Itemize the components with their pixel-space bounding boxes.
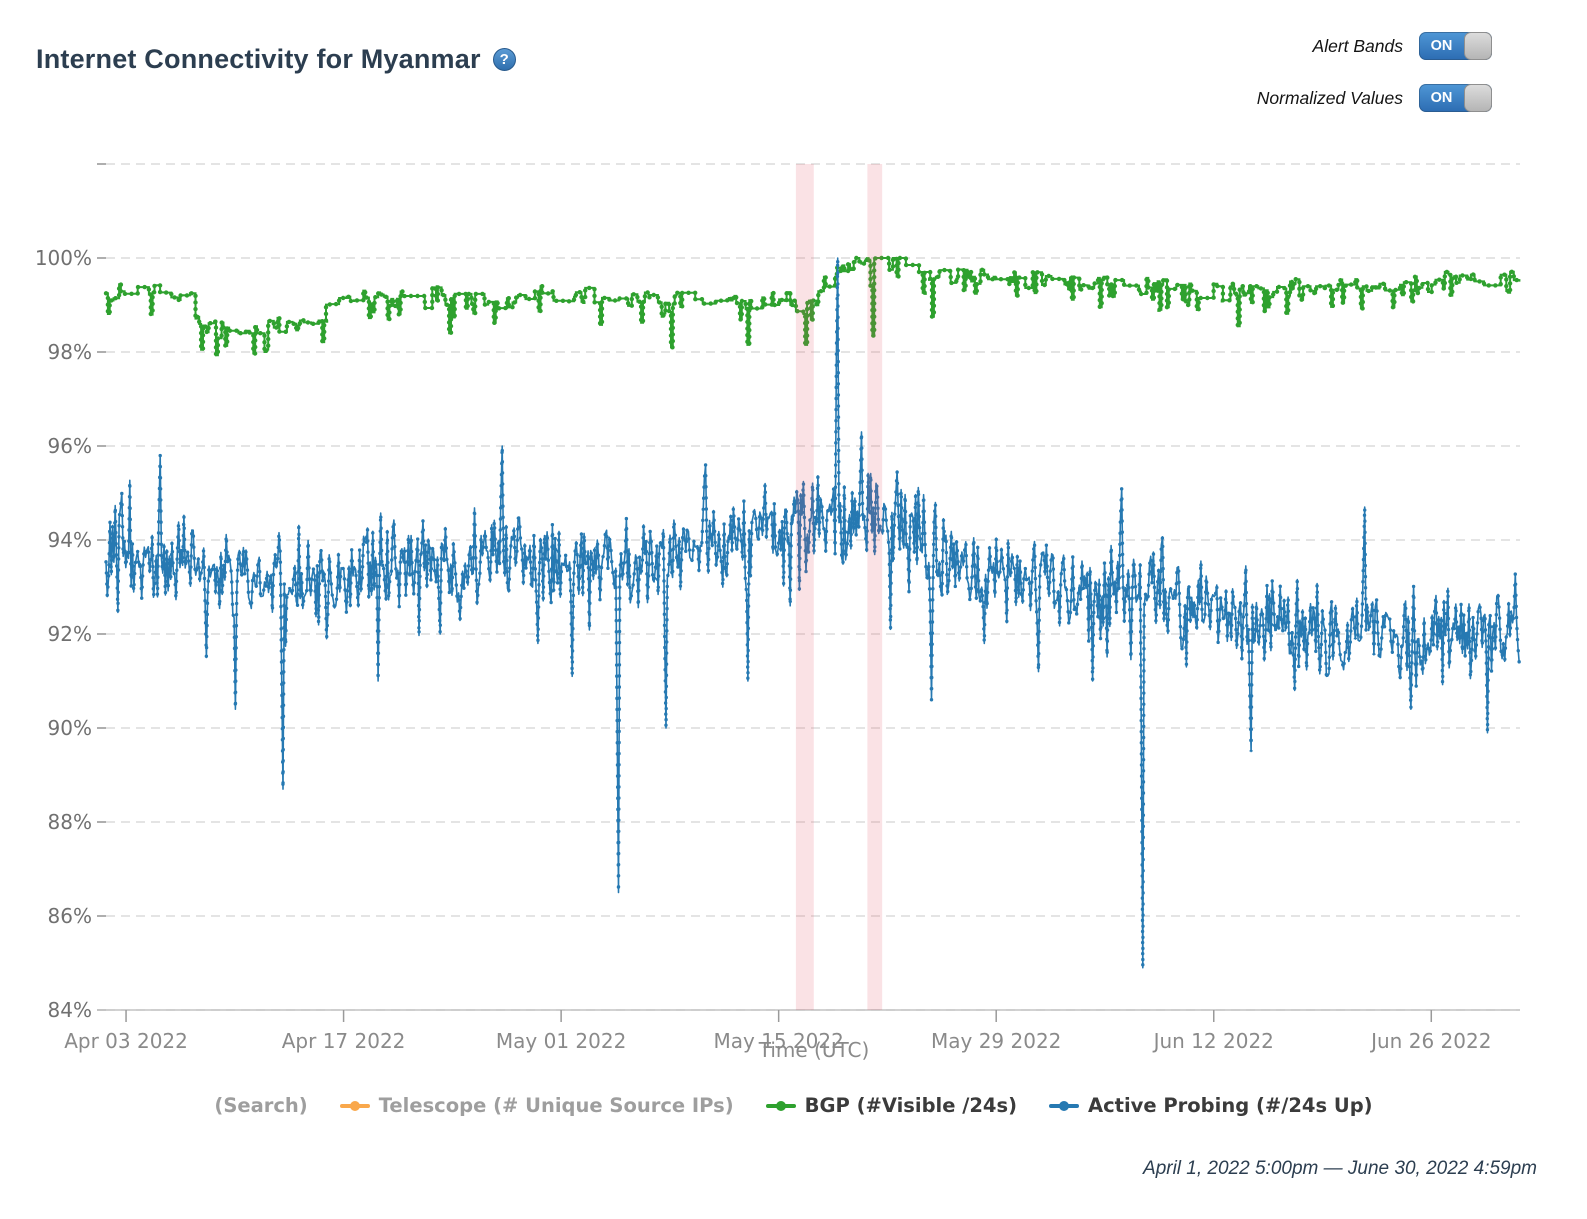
- active-probing-series-markers: [104, 257, 1521, 968]
- svg-text:Apr 03 2022: Apr 03 2022: [64, 1029, 188, 1053]
- normalized-values-toggle-row: Normalized Values ON: [1257, 84, 1492, 112]
- legend-item-telescope[interactable]: Telescope (# Unique Source IPs): [339, 1094, 734, 1117]
- svg-text:90%: 90%: [48, 716, 92, 740]
- svg-text:May 29 2022: May 29 2022: [931, 1029, 1061, 1053]
- legend-item-active-probing[interactable]: Active Probing (#/24s Up): [1049, 1094, 1373, 1117]
- alert-bands-switch-knob[interactable]: [1464, 32, 1492, 60]
- alert-band[interactable]: [795, 164, 814, 1010]
- svg-text:96%: 96%: [48, 434, 92, 458]
- alert-bands-layer: [795, 164, 883, 1010]
- y-gridlines: 84% 86% 88% 90% 92% 94% 96% 98% 100%: [35, 163, 1520, 1022]
- time-range-label: April 1, 2022 5:00pm — June 30, 2022 4:5…: [1143, 1158, 1537, 1179]
- chart-legend: (Search) Telescope (# Unique Source IPs)…: [0, 1094, 1587, 1117]
- legend-label-telescope: Telescope (# Unique Source IPs): [378, 1094, 734, 1117]
- svg-text:May 15 2022: May 15 2022: [713, 1029, 843, 1053]
- active-probing-series-icon: [1049, 1100, 1079, 1111]
- normalized-values-switch-state: ON: [1430, 90, 1453, 106]
- svg-text:94%: 94%: [48, 528, 92, 552]
- legend-item-search[interactable]: (Search): [214, 1094, 307, 1117]
- x-axis-title: Time (UTC): [758, 1038, 870, 1062]
- svg-text:Jun 12 2022: Jun 12 2022: [1152, 1029, 1274, 1053]
- page-title: Internet Connectivity for Myanmar: [36, 44, 481, 74]
- alert-bands-switch-state: ON: [1430, 38, 1453, 54]
- svg-text:Jun 26 2022: Jun 26 2022: [1369, 1029, 1491, 1053]
- alert-band[interactable]: [867, 164, 883, 1010]
- alert-bands-switch[interactable]: ON: [1419, 32, 1492, 60]
- bgp-series-icon: [765, 1100, 796, 1111]
- svg-text:92%: 92%: [48, 622, 92, 646]
- svg-text:May 01 2022: May 01 2022: [496, 1029, 626, 1053]
- svg-text:98%: 98%: [48, 340, 92, 364]
- help-icon[interactable]: ?: [492, 48, 516, 71]
- normalized-values-switch-knob[interactable]: [1464, 84, 1492, 112]
- legend-label-search: (Search): [214, 1094, 308, 1117]
- svg-text:100%: 100%: [35, 246, 92, 270]
- normalized-values-label: Normalized Values: [1256, 87, 1403, 108]
- header: Internet Connectivity for Myanmar ?: [36, 44, 516, 75]
- x-axis: Apr 03 2022 Apr 17 2022 May 01 2022 May 15 …: [64, 1009, 1520, 1053]
- alert-bands-toggle-row: Alert Bands ON: [1313, 32, 1492, 60]
- bgp-series-markers: [103, 255, 1522, 358]
- svg-text:86%: 86%: [48, 904, 92, 928]
- legend-label-bgp: BGP (#Visible /24s): [804, 1094, 1017, 1117]
- normalized-values-switch[interactable]: ON: [1419, 84, 1492, 112]
- legend-item-bgp[interactable]: BGP (#Visible /24s): [765, 1094, 1017, 1117]
- alert-bands-label: Alert Bands: [1312, 35, 1403, 56]
- svg-text:Apr 17 2022: Apr 17 2022: [282, 1029, 406, 1053]
- series-layer: [103, 255, 1522, 969]
- svg-text:88%: 88%: [48, 810, 92, 834]
- svg-text:84%: 84%: [48, 998, 92, 1022]
- telescope-series-icon: [339, 1100, 370, 1111]
- connectivity-chart[interactable]: 84%86%88%90%92%94%96%98%100%Apr 03 2022 A…: [0, 0, 1587, 1085]
- legend-label-active-probing: Active Probing (#/24s Up): [1088, 1094, 1373, 1117]
